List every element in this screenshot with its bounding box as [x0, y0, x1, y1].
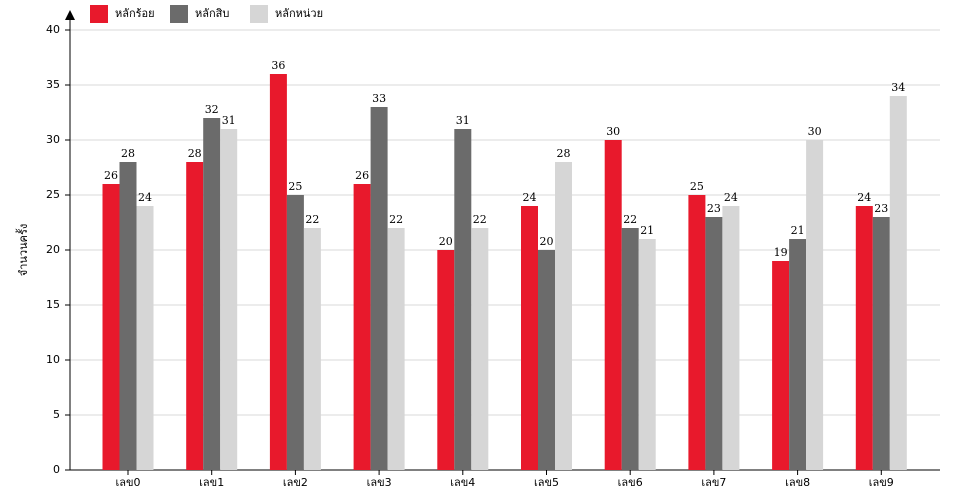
y-axis-label: จำนวนครั้ง	[15, 224, 30, 276]
value-label: 33	[372, 92, 386, 105]
value-label: 20	[540, 235, 554, 248]
x-tick-label: เลข5	[534, 476, 559, 489]
bar	[722, 206, 740, 470]
y-tick-label: 15	[46, 298, 60, 311]
value-label: 28	[121, 147, 135, 160]
legend-swatch	[90, 5, 108, 23]
value-label: 32	[205, 103, 219, 116]
value-label: 24	[138, 191, 152, 204]
bar	[303, 228, 321, 470]
value-label: 28	[188, 147, 202, 160]
value-label: 22	[305, 213, 319, 226]
value-label: 28	[557, 147, 571, 160]
legend-label: หลักสิบ	[195, 7, 229, 20]
bar	[621, 228, 639, 470]
legend-swatch	[170, 5, 188, 23]
bar	[119, 162, 137, 470]
bar	[555, 162, 572, 470]
y-tick-label: 5	[53, 408, 60, 421]
bar	[855, 206, 873, 470]
value-label: 30	[606, 125, 620, 138]
value-label: 25	[690, 180, 704, 193]
y-tick-label: 35	[46, 78, 60, 91]
x-tick-label: เลข7	[701, 476, 726, 489]
bar	[521, 206, 538, 470]
legend-label: หลักร้อย	[115, 7, 155, 20]
bar	[705, 217, 723, 470]
value-label: 20	[439, 235, 453, 248]
bar	[286, 195, 304, 470]
y-tick-label: 25	[46, 188, 60, 201]
x-tick-label: เลข6	[618, 476, 643, 489]
legend-swatch	[250, 5, 268, 23]
value-label: 31	[222, 114, 236, 127]
legend-label: หลักหน่วย	[275, 7, 323, 20]
value-label: 26	[355, 169, 369, 182]
bar	[102, 184, 120, 470]
bar	[186, 162, 204, 470]
value-label: 30	[808, 125, 822, 138]
y-tick-label: 40	[46, 23, 60, 36]
bar	[538, 250, 555, 470]
value-label: 22	[473, 213, 487, 226]
value-label: 21	[791, 224, 805, 237]
value-label: 31	[456, 114, 470, 127]
bar	[789, 239, 807, 470]
x-tick-label: เลข4	[450, 476, 475, 489]
value-label: 25	[288, 180, 302, 193]
value-label: 23	[707, 202, 721, 215]
bar	[269, 74, 287, 470]
value-label: 36	[271, 59, 285, 72]
bar	[353, 184, 371, 470]
bar	[136, 206, 154, 470]
y-tick-label: 20	[46, 243, 60, 256]
y-tick-label: 0	[53, 463, 60, 476]
x-tick-label: เลข1	[199, 476, 224, 489]
bar	[437, 250, 455, 470]
value-label: 26	[104, 169, 118, 182]
bar	[772, 261, 790, 470]
x-tick-label: เลข9	[869, 476, 894, 489]
bar	[872, 217, 890, 470]
value-label: 19	[774, 246, 788, 259]
bar	[638, 239, 656, 470]
bar	[688, 195, 706, 470]
bar	[370, 107, 388, 470]
bar	[454, 129, 472, 470]
bar	[203, 118, 221, 470]
value-label: 34	[891, 81, 905, 94]
value-label: 21	[640, 224, 654, 237]
bar	[471, 228, 489, 470]
bar	[604, 140, 622, 470]
value-label: 24	[724, 191, 738, 204]
bar	[889, 96, 907, 470]
value-label: 23	[874, 202, 888, 215]
x-tick-label: เลข3	[367, 476, 392, 489]
x-tick-label: เลข2	[283, 476, 308, 489]
bar	[220, 129, 238, 470]
value-label: 24	[523, 191, 537, 204]
value-label: 22	[389, 213, 403, 226]
value-label: 24	[857, 191, 871, 204]
y-tick-label: 30	[46, 133, 60, 146]
y-tick-label: 10	[46, 353, 60, 366]
y-axis-arrow	[65, 10, 75, 20]
bar	[387, 228, 405, 470]
value-label: 22	[623, 213, 637, 226]
bar	[806, 140, 824, 470]
x-tick-label: เลข0	[115, 476, 140, 489]
x-tick-label: เลข8	[785, 476, 810, 489]
